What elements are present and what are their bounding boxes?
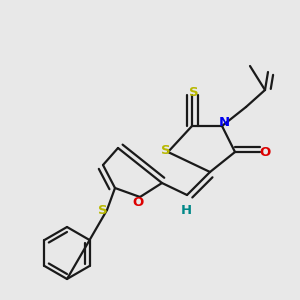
Text: H: H: [180, 203, 192, 217]
Text: O: O: [132, 196, 144, 208]
Text: S: S: [189, 86, 199, 100]
Text: S: S: [98, 205, 108, 218]
Text: S: S: [161, 143, 171, 157]
Text: O: O: [260, 146, 271, 160]
Text: N: N: [218, 116, 230, 130]
